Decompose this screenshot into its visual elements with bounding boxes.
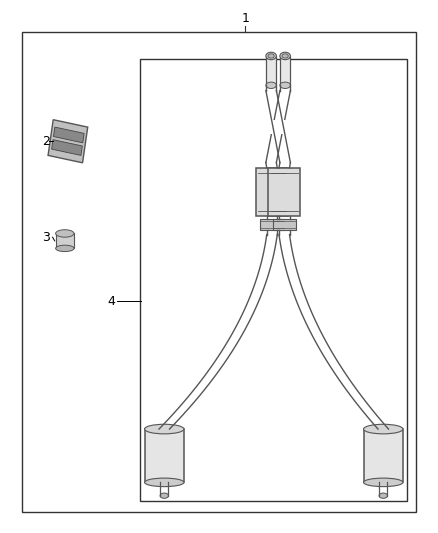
- Bar: [261, 219, 283, 230]
- Ellipse shape: [160, 493, 169, 498]
- Ellipse shape: [280, 52, 290, 60]
- Ellipse shape: [364, 424, 403, 434]
- Ellipse shape: [268, 54, 274, 58]
- Bar: [256, 168, 288, 216]
- Polygon shape: [53, 127, 84, 143]
- Ellipse shape: [145, 424, 184, 434]
- Bar: [266, 56, 276, 85]
- Text: 2: 2: [42, 135, 50, 148]
- Bar: [268, 168, 300, 216]
- Bar: [273, 219, 296, 230]
- Ellipse shape: [379, 493, 388, 498]
- Ellipse shape: [56, 245, 74, 252]
- Bar: [56, 233, 74, 248]
- Text: 1: 1: [241, 12, 249, 25]
- Bar: [280, 56, 290, 85]
- Ellipse shape: [145, 478, 184, 487]
- Ellipse shape: [280, 82, 290, 88]
- Text: 4: 4: [108, 295, 116, 308]
- Bar: [145, 429, 184, 482]
- Bar: [268, 119, 288, 134]
- Bar: [364, 429, 403, 482]
- Text: 3: 3: [42, 231, 50, 244]
- Ellipse shape: [266, 82, 276, 88]
- Ellipse shape: [56, 230, 74, 237]
- Ellipse shape: [282, 54, 288, 58]
- Ellipse shape: [266, 52, 276, 60]
- Polygon shape: [52, 140, 82, 156]
- Bar: [140, 59, 407, 501]
- Polygon shape: [48, 120, 88, 163]
- Ellipse shape: [364, 478, 403, 487]
